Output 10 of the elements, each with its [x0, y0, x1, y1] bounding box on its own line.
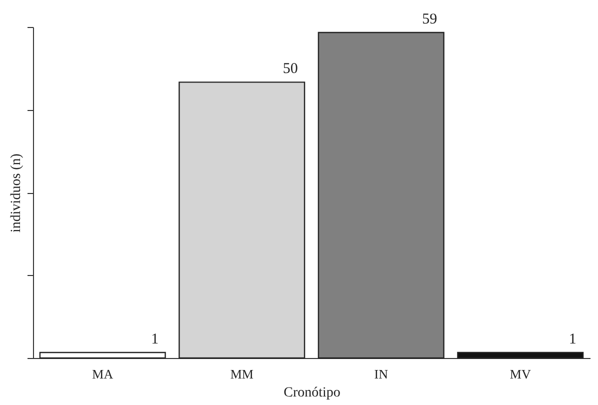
data-label: 50	[282, 61, 298, 78]
x-tick-label: MM	[230, 366, 254, 382]
x-axis-title: Cronótipo	[284, 386, 340, 400]
y-axis-title: individuos (n)	[9, 153, 24, 232]
data-label: 1	[151, 331, 159, 348]
data-label: 1	[568, 331, 576, 348]
x-tick-label: MV	[510, 366, 532, 382]
data-label: 59	[422, 12, 438, 28]
x-tick-label: MA	[92, 366, 114, 382]
x-tick-label: IN	[374, 366, 389, 382]
